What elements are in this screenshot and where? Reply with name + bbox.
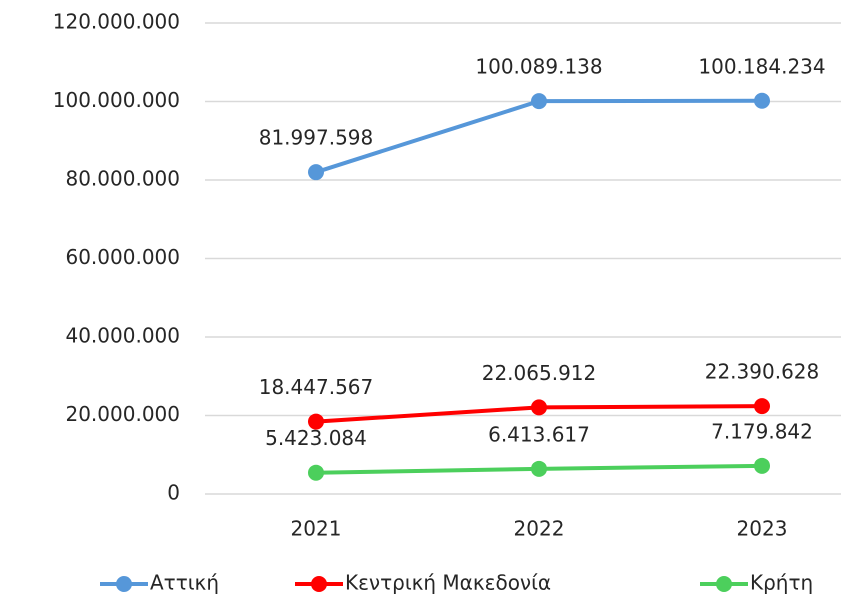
legend-label: Αττική xyxy=(150,571,219,595)
x-tick-label: 2023 xyxy=(737,517,788,541)
data-label: 5.423.084 xyxy=(265,426,367,450)
data-label: 22.390.628 xyxy=(705,360,820,384)
legend-label: Κεντρική Μακεδονία xyxy=(345,571,551,595)
y-tick-label: 80.000.000 xyxy=(65,167,180,191)
x-tick-label: 2022 xyxy=(514,517,565,541)
data-point xyxy=(754,92,770,109)
series-line xyxy=(315,98,763,175)
data-point xyxy=(531,93,547,110)
data-point xyxy=(531,460,547,477)
y-tick-label: 0 xyxy=(167,481,180,505)
data-point xyxy=(531,399,547,416)
data-label: 81.997.598 xyxy=(259,126,374,150)
data-label: 18.447.567 xyxy=(259,375,374,399)
legend-marker xyxy=(716,576,732,592)
data-point xyxy=(308,164,324,181)
legend-label: Κρήτη xyxy=(750,571,813,595)
y-tick-label: 60.000.000 xyxy=(65,245,180,269)
data-point xyxy=(754,398,770,415)
y-tick-label: 100.000.000 xyxy=(53,88,180,112)
data-point xyxy=(308,464,324,481)
x-tick-label: 2021 xyxy=(291,517,342,541)
data-point xyxy=(308,413,324,430)
y-tick-label: 120.000.000 xyxy=(53,10,180,34)
y-tick-label: 40.000.000 xyxy=(65,324,180,348)
data-label: 100.089.138 xyxy=(475,55,602,79)
legend-marker xyxy=(116,576,132,592)
data-point xyxy=(754,457,770,474)
data-label: 7.179.842 xyxy=(711,419,813,443)
data-label: 100.184.234 xyxy=(698,54,825,78)
legend-marker xyxy=(311,576,327,592)
data-label: 6.413.617 xyxy=(488,422,590,446)
y-tick-label: 20.000.000 xyxy=(65,402,180,426)
data-label: 22.065.912 xyxy=(482,361,597,385)
